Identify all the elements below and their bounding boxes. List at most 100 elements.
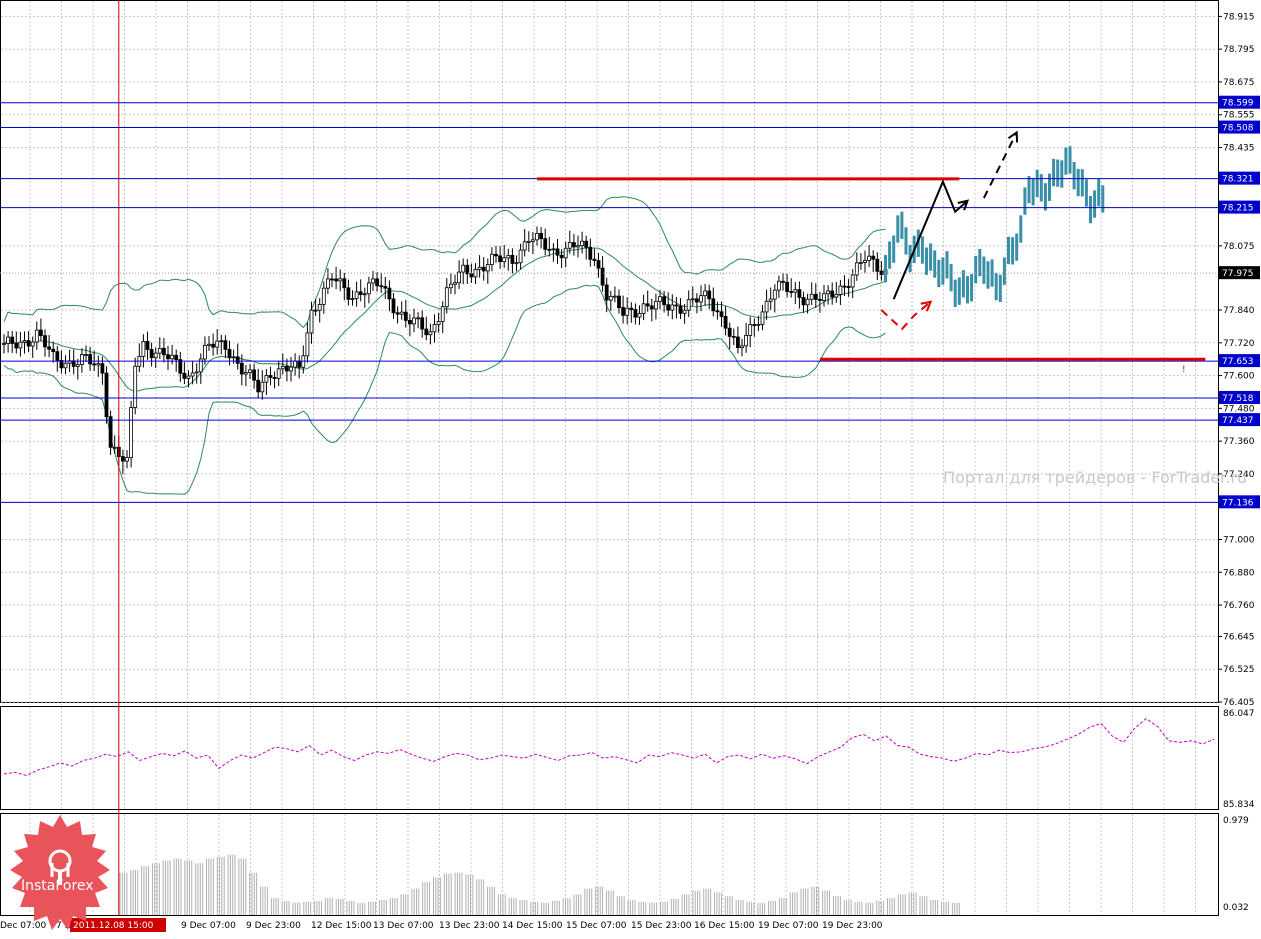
candle bbox=[854, 262, 859, 276]
candle bbox=[75, 364, 80, 367]
candle bbox=[859, 262, 863, 264]
candle bbox=[84, 354, 88, 356]
forecast-bar bbox=[888, 241, 892, 269]
candle bbox=[248, 369, 252, 374]
candle bbox=[580, 240, 584, 247]
candle bbox=[272, 377, 277, 379]
forecast-bar bbox=[1035, 169, 1039, 198]
candle bbox=[772, 289, 777, 300]
candle bbox=[719, 311, 724, 317]
candle bbox=[219, 340, 224, 343]
forecast-bar bbox=[892, 235, 896, 263]
candle bbox=[682, 309, 687, 314]
forecast-bar bbox=[966, 276, 969, 304]
candle bbox=[703, 290, 707, 297]
candle bbox=[391, 298, 396, 314]
candle bbox=[14, 343, 19, 349]
candle bbox=[588, 246, 593, 260]
price-level-badge bbox=[1219, 413, 1260, 427]
forecast-bar bbox=[904, 227, 908, 255]
forecast-bar bbox=[925, 247, 928, 275]
forecast-bar bbox=[937, 259, 941, 288]
candle bbox=[112, 446, 117, 449]
candle bbox=[174, 354, 179, 361]
candle bbox=[194, 371, 199, 374]
candle bbox=[149, 349, 154, 359]
candle bbox=[678, 305, 683, 314]
forecast-bar bbox=[974, 255, 978, 284]
candle bbox=[752, 324, 757, 326]
candle bbox=[424, 328, 429, 336]
candle bbox=[572, 242, 576, 248]
candle bbox=[768, 298, 773, 302]
candle bbox=[813, 293, 818, 300]
candle bbox=[617, 295, 621, 309]
candle bbox=[670, 304, 675, 311]
x-axis-label: 13 Dec 07:00 bbox=[373, 921, 434, 931]
watermark-text: Портал для трейдеров - ForTrader.ru bbox=[943, 468, 1248, 487]
forecast-bar bbox=[1023, 187, 1027, 215]
candle bbox=[387, 287, 392, 300]
y-tick-label: 78.675 bbox=[1223, 78, 1255, 88]
candle bbox=[485, 264, 490, 272]
highlighted-time-label: 2011.12.08 15:00 bbox=[73, 921, 154, 931]
candle bbox=[371, 278, 375, 284]
candle bbox=[34, 329, 39, 343]
forecast-bar bbox=[933, 250, 937, 278]
candle bbox=[129, 407, 134, 459]
forecast-bar bbox=[957, 277, 961, 305]
forecast-bar bbox=[949, 263, 953, 292]
candle bbox=[231, 356, 236, 359]
candle bbox=[170, 354, 175, 360]
candle bbox=[863, 260, 867, 263]
y-tick-label: 77.600 bbox=[1223, 372, 1255, 382]
candle bbox=[547, 248, 552, 251]
candle bbox=[436, 321, 441, 325]
candle bbox=[867, 255, 871, 261]
price-level-badge bbox=[1219, 390, 1260, 404]
candle bbox=[305, 332, 310, 357]
y-tick-label: 77.240 bbox=[1223, 470, 1255, 480]
candle bbox=[39, 329, 43, 337]
price-level-label: 77.136 bbox=[1222, 498, 1254, 508]
candle bbox=[104, 372, 109, 418]
candle bbox=[358, 291, 363, 295]
y-tick-label: 77.360 bbox=[1223, 437, 1255, 447]
candle bbox=[186, 375, 191, 379]
candle bbox=[801, 297, 806, 306]
trend-arrow-line bbox=[880, 301, 932, 331]
candle bbox=[834, 294, 839, 298]
candle bbox=[662, 296, 666, 306]
candle bbox=[477, 266, 482, 270]
volume-pane-frame bbox=[0, 813, 1219, 916]
candle bbox=[510, 255, 515, 264]
candle bbox=[641, 303, 646, 314]
y-tick-label: 76.405 bbox=[1223, 698, 1255, 708]
forecast-bar bbox=[994, 272, 998, 301]
forecast-bar bbox=[896, 215, 900, 243]
candle bbox=[658, 296, 662, 302]
candle bbox=[51, 348, 56, 353]
candle bbox=[674, 304, 679, 307]
candle bbox=[850, 274, 855, 288]
candle bbox=[182, 372, 187, 379]
price-level-label: 77.518 bbox=[1222, 394, 1254, 404]
volume-tick-label: 0.979 bbox=[1223, 816, 1249, 826]
candle bbox=[166, 354, 170, 360]
warning-annotation: ! bbox=[1182, 365, 1186, 375]
candle bbox=[428, 331, 433, 336]
forecast-bar bbox=[1048, 173, 1051, 201]
oscillator-line bbox=[3, 717, 1215, 777]
price-level-label: 78.599 bbox=[1222, 99, 1254, 109]
arrow-head bbox=[957, 199, 970, 211]
candle bbox=[243, 372, 248, 375]
candle bbox=[264, 375, 269, 383]
candle bbox=[621, 307, 625, 316]
forecast-bar bbox=[1002, 257, 1006, 285]
candle bbox=[317, 304, 322, 311]
candle bbox=[330, 278, 334, 281]
candle bbox=[748, 324, 753, 336]
forecast-bar bbox=[1068, 146, 1072, 174]
forecast-bar bbox=[1039, 174, 1043, 202]
